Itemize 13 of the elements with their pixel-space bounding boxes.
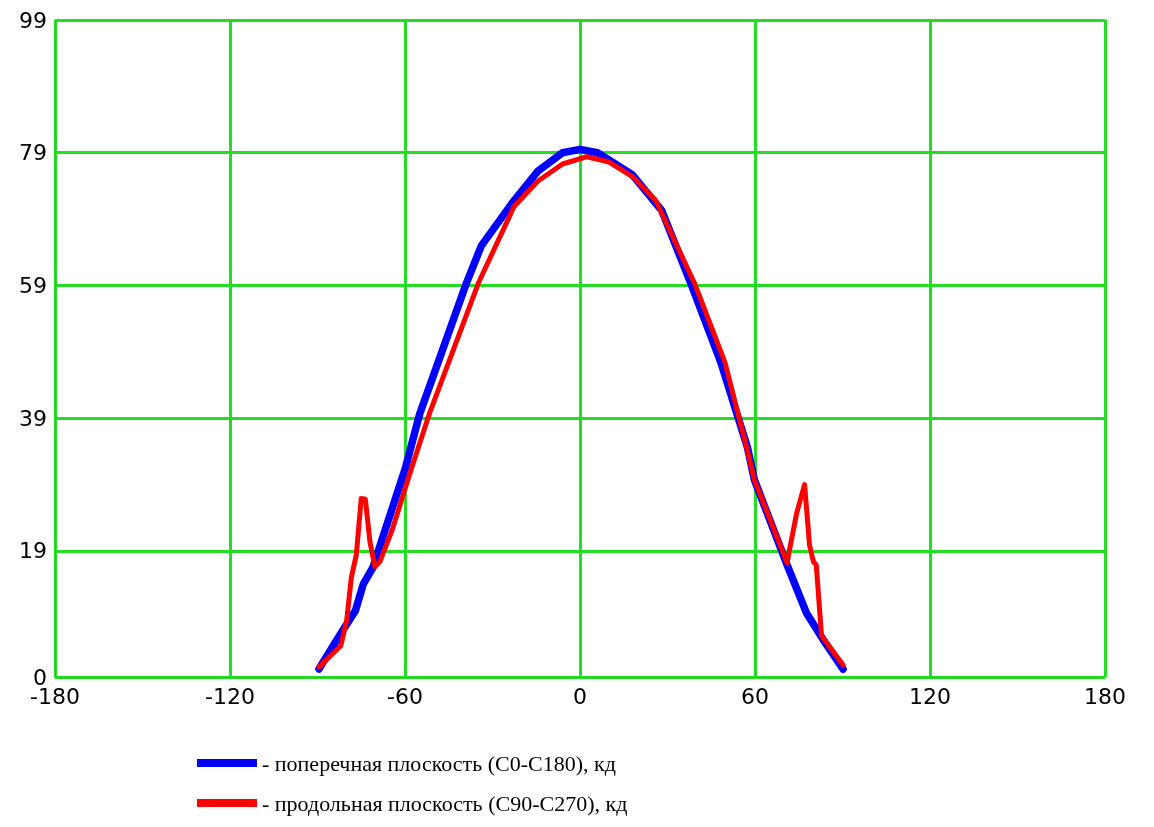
legend-label: - поперечная плоскость (C0-C180), кд xyxy=(262,750,616,776)
y-tick-label: 19 xyxy=(19,538,47,564)
x-tick-label: 60 xyxy=(741,683,769,709)
x-tick-label: 120 xyxy=(909,683,951,709)
y-tick-label: 39 xyxy=(19,405,47,431)
y-tick-label: 59 xyxy=(19,272,47,298)
y-tick-label: 99 xyxy=(19,7,47,33)
x-tick-label: -120 xyxy=(205,683,255,709)
x-tick-label: 180 xyxy=(1084,683,1126,709)
y-tick-label: 79 xyxy=(19,140,47,166)
legend-label: - продольная плоскость (C90-C270), кд xyxy=(262,790,628,816)
x-tick-label: 0 xyxy=(573,683,587,709)
x-tick-label: -60 xyxy=(387,683,423,709)
